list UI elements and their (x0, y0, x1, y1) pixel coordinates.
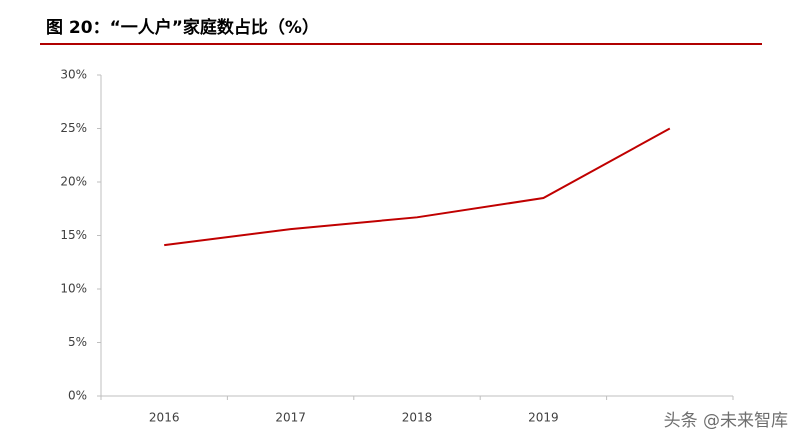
x-tick-label: 2018 (402, 411, 433, 425)
x-tick-label: 2016 (149, 411, 180, 425)
x-tick-label: 2017 (275, 411, 306, 425)
y-tick-label: 25% (60, 121, 87, 135)
y-tick-label: 15% (60, 228, 87, 242)
y-tick-label: 20% (60, 175, 87, 189)
chart-title: 图 20：“一人户”家庭数占比（%） (46, 17, 319, 38)
x-tick-label: 2019 (528, 411, 559, 425)
watermark: 头条 @未来智库 (664, 411, 788, 431)
y-tick-label: 5% (68, 335, 87, 349)
y-tick-label: 30% (60, 68, 87, 82)
y-tick-label: 0% (68, 389, 87, 403)
y-tick-label: 10% (60, 282, 87, 296)
series-line (164, 127, 671, 247)
